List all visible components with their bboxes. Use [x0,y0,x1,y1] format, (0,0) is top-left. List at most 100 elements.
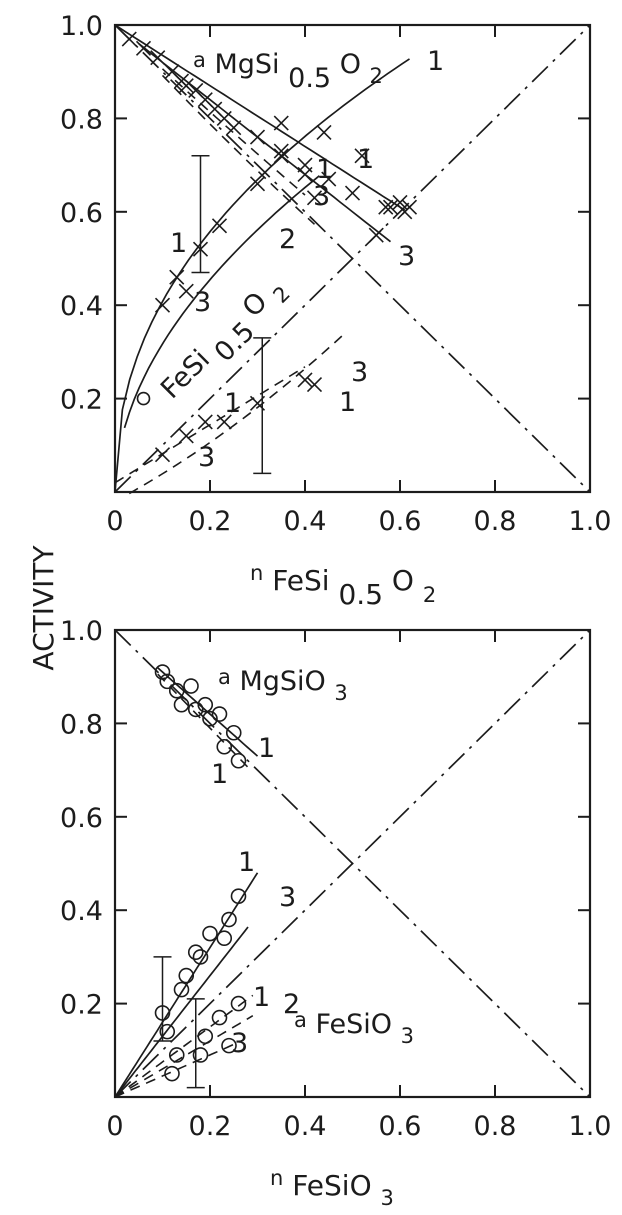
x-tick-label: 0.6 [379,506,422,537]
fit-curve [114,1015,254,1098]
data-point [202,925,218,942]
y-tick-label: 1.0 [60,11,103,42]
data-point [230,888,247,904]
x-tick-label: 0.4 [284,1111,327,1142]
top-curve-label: 1 [339,387,356,418]
data-point [249,176,266,192]
data-point [316,124,332,140]
reference-line [114,629,591,1098]
data-point [273,143,289,159]
data-point [159,1023,176,1040]
x-tick-label: 0.2 [189,1111,232,1142]
bottom-curve-label: 1 [238,847,255,878]
data-point [226,120,242,136]
data-point [154,297,171,313]
bottom-curve-label: 1 [211,759,228,790]
data-point [344,185,361,201]
x-tick-label: 1.0 [569,1111,612,1142]
data-point [150,50,166,66]
y-tick-label: 0.4 [60,896,103,927]
fit-curve [114,926,249,1098]
x-tick-label: 0.2 [189,506,232,537]
data-point [121,31,137,47]
data-point [368,227,384,243]
y-tick-label: 0.8 [60,709,103,740]
data-point [187,701,204,718]
data-point [202,710,218,727]
data-point [197,696,214,713]
y-tick-label: 0.6 [60,198,103,229]
data-point [216,930,233,947]
data-point [135,40,152,56]
bottom-annotation-mgsio3: a MgSiO 3 [218,660,348,705]
data-point [249,129,266,145]
data-point [221,1037,237,1054]
data-point [392,194,408,211]
x-tick-label: 0 [106,506,123,537]
data-point [178,967,195,984]
data-point [168,682,185,699]
y-tick-label: 0.6 [60,803,103,834]
fit-curve [138,43,392,243]
y-tick-label: 1.0 [60,616,103,647]
error-bar [186,998,205,1089]
error-bar [153,956,172,1042]
x-tick-label: 0.6 [379,1111,422,1142]
y-tick-label: 0.2 [60,385,103,416]
data-point [164,1065,180,1082]
y-tick-label: 0.2 [60,990,103,1021]
x-tick-label: 1.0 [569,506,612,537]
data-point [192,949,209,965]
top-curve-label: 1 [316,154,333,185]
fit-curve [114,994,254,1098]
data-point [306,190,323,206]
data-point [297,166,313,183]
x-tick-label: 0 [106,1111,123,1142]
top-annotation-mgsio2: a MgSi 0.5 O 2 [193,43,383,94]
data-point [216,414,232,430]
data-point [401,199,418,215]
data-point [230,752,247,769]
data-point [183,678,199,694]
data-point [378,199,394,215]
top-curve-label: 3 [198,442,215,473]
data-point [354,148,370,164]
data-point [168,1047,185,1063]
fit-curve [114,58,410,493]
bottom-plot-frame [113,628,592,1099]
data-point [221,911,237,928]
data-point [192,1047,209,1063]
data-point [178,428,194,444]
fit-curve [161,74,316,225]
top-curve-label: 1 [427,46,444,77]
data-point [154,664,171,680]
data-point [136,391,151,406]
top-curve-label: 3 [313,181,330,212]
x-tick-label: 0.8 [474,1111,517,1142]
bottom-curve-label: 2 [283,989,300,1020]
data-point [169,269,185,285]
bottom-chart-panel: 0 0.2 0.4 0.6 0.8 1.0 0.2 0.4 0.6 0.8 1.0 a MgSiO … [60,616,611,1210]
error-bar [191,155,210,274]
fit-curve [123,175,320,429]
error-bar [253,337,272,475]
fit-curve [161,68,306,196]
data-point [187,944,204,961]
bottom-curve-label: 1 [253,982,270,1013]
data-point [273,115,289,131]
data-point [382,199,399,215]
data-point [225,724,242,741]
top-curve-label: 1 [357,144,374,175]
data-point [211,218,228,234]
data-point [197,1028,214,1045]
data-point [297,372,313,388]
data-point [173,696,190,713]
y-tick-label: 0.8 [60,104,103,135]
data-point [230,995,247,1012]
top-plot-frame [113,23,592,494]
top-curve-label: 3 [351,357,368,388]
bottom-curve-label: 3 [231,1028,248,1059]
top-chart-panel: 0 0.2 0.4 0.6 0.8 1.0 0.2 0.4 0.6 0.8 1.0 a MgSi 0… [60,11,611,611]
data-point [178,283,194,299]
